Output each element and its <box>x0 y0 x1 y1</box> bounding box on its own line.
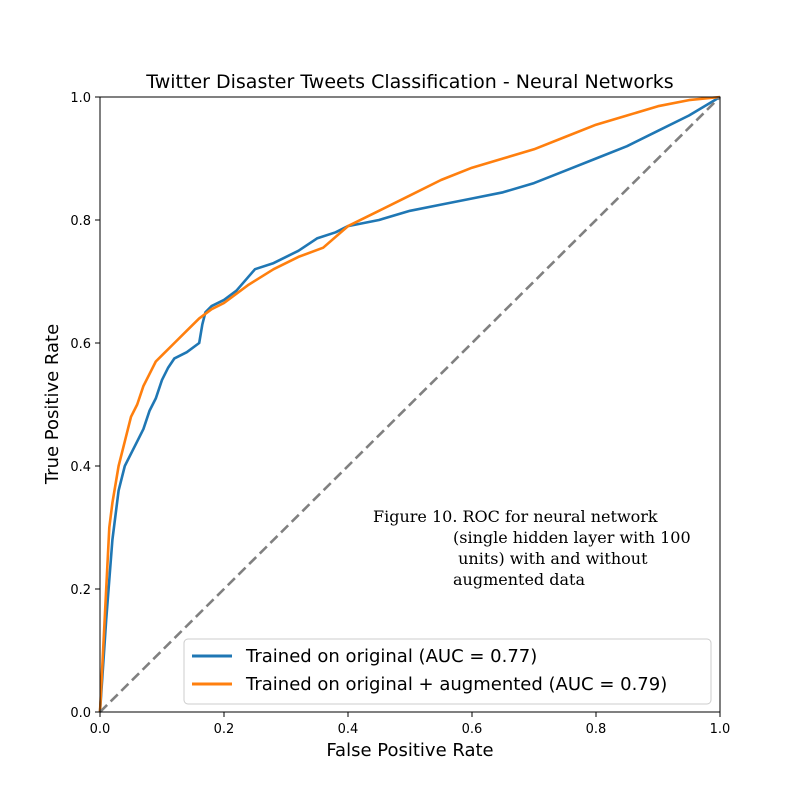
legend: Trained on original (AUC = 0.77) Trained… <box>183 638 712 705</box>
x-tick-label-2: 0.4 <box>338 722 359 737</box>
annotation-line-4: augmented data <box>453 570 585 589</box>
x-tick-label-1: 0.2 <box>214 722 235 737</box>
y-tick-label-4: 0.8 <box>70 214 91 229</box>
legend-box <box>183 638 712 705</box>
annotation-line-2: (single hidden layer with 100 <box>453 528 691 547</box>
ticks-layer: 0.0 0.2 0.4 0.6 0.8 1.0 0.0 0.2 0.4 0.6 0.8 1.0 <box>70 91 730 737</box>
legend-label-original: Trained on original (AUC = 0.77) <box>245 646 537 667</box>
y-tick-label-0: 0.0 <box>70 706 91 721</box>
y-tick-label-3: 0.6 <box>70 337 91 352</box>
series-line-original <box>98 95 721 713</box>
chance-diagonal-line <box>99 96 721 713</box>
y-axis-label: True Positive Rate <box>42 324 63 485</box>
y-tick-label-5: 1.0 <box>70 91 91 106</box>
annotation: Figure 10. ROC for neural network (singl… <box>373 507 691 589</box>
y-tick-label-1: 0.2 <box>70 583 91 598</box>
y-tick-label-2: 0.4 <box>70 460 91 475</box>
annotation-line-1: Figure 10. ROC for neural network <box>373 507 658 526</box>
chart-title: Twitter Disaster Tweets Classification -… <box>145 71 673 93</box>
x-tick-label-4: 0.8 <box>586 722 607 737</box>
series-layer <box>98 95 721 713</box>
x-tick-label-3: 0.6 <box>462 722 483 737</box>
x-tick-label-5: 1.0 <box>710 722 731 737</box>
series-line-augmented <box>98 95 721 713</box>
plot-frame <box>99 96 721 713</box>
x-axis-label: False Positive Rate <box>326 740 493 761</box>
legend-label-augmented: Trained on original + augmented (AUC = 0… <box>245 674 667 695</box>
x-tick-label-0: 0.0 <box>90 722 111 737</box>
annotation-line-3: units) with and without <box>453 549 648 568</box>
